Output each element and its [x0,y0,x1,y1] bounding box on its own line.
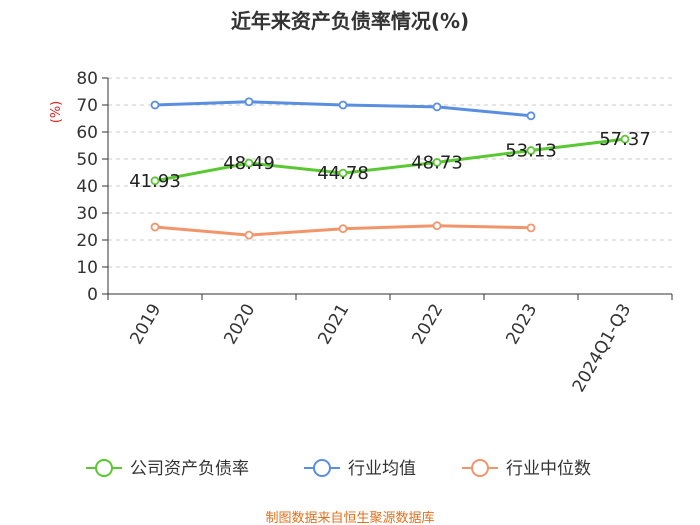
data-point [244,230,254,240]
data-point [432,102,442,112]
data-point [338,224,348,234]
data-label: 48.49 [223,153,275,174]
y-tick-label: 40 [76,177,98,197]
y-unit-label: (%) [49,101,64,124]
data-point [620,134,630,144]
legend-marker [95,459,113,477]
x-tick-label: 2020 [220,301,259,348]
legend: 公司资产负债率 行业均值 行业中位数 [86,459,591,479]
series-lines [150,97,630,240]
y-tick-label: 60 [76,123,98,143]
data-point [338,168,348,178]
data-point [150,100,160,110]
data-point [338,100,348,110]
data-point [244,158,254,168]
chart-title: 近年来资产负债率情况(%) [231,9,469,33]
source-note: 制图数据来自恒生聚源数据库 [265,510,434,525]
y-tick-label: 70 [76,96,98,116]
data-point [432,158,442,167]
data-label: 57.37 [599,129,651,150]
y-tick-label: 50 [76,150,98,170]
legend-marker [471,459,489,477]
data-point [526,223,536,233]
data-point [150,222,160,232]
data-point [244,97,254,107]
data-labels: 41.93 48.49 44.78 48.73 53.13 57.37 [129,129,651,192]
data-point [432,221,442,231]
legend-label: 公司资产负债率 [130,459,249,479]
x-tick-label: 2019 [126,301,165,348]
data-point [526,146,536,155]
legend-label: 行业均值 [348,459,416,479]
axes: 0 10 20 30 40 50 60 70 80 2019 2020 2021 2022 2023 202… [76,69,673,396]
legend-label: 行业中位数 [506,459,591,479]
x-tick-label: 2023 [502,301,541,348]
data-label: 53.13 [505,141,557,162]
legend-marker [313,459,331,477]
y-tick-label: 80 [76,69,98,89]
data-point [526,111,536,121]
data-label: 48.73 [411,152,463,173]
series-line [154,137,626,183]
x-tick-label: 2022 [408,301,447,348]
x-tick-label: 2024Q1-Q3 [569,301,636,396]
data-label: 41.93 [129,171,181,192]
y-tick-label: 20 [76,231,98,251]
data-label: 44.78 [317,163,369,184]
x-tick-label: 2021 [314,301,353,348]
data-point [150,176,160,186]
y-tick-label: 10 [76,258,98,278]
y-tick-label: 30 [76,204,98,224]
y-tick-label: 0 [87,285,98,305]
